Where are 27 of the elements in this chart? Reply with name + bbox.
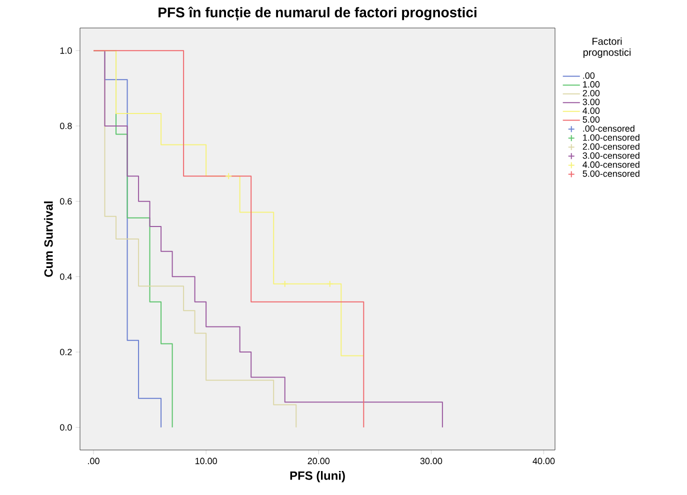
legend-label: 3.00-censored — [582, 152, 640, 159]
y-axis-title: Cum Survival — [44, 202, 53, 277]
legend-label: .00-censored — [583, 125, 634, 132]
y-tick-label: 0.2 — [60, 348, 72, 356]
x-axis-title: PFS (luni) — [290, 471, 345, 482]
x-tick-label: 30.00 — [420, 458, 442, 464]
x-tick-label: 10.00 — [196, 458, 217, 464]
legend-label: 1.00-censored — [583, 134, 640, 141]
x-tick-label: 20.00 — [308, 458, 330, 464]
y-tick-label: 0.0 — [60, 424, 72, 431]
y-tick-label: 0.8 — [60, 122, 72, 130]
legend-label: 1.00 — [583, 81, 600, 88]
legend-label: 3.00 — [582, 98, 600, 106]
legend-label: 4.00 — [582, 108, 600, 114]
y-tick-label: 0.4 — [60, 273, 72, 280]
legend-label: 2.00 — [582, 90, 600, 96]
x-tick-label: 40.00 — [532, 458, 555, 464]
legend-label: 5.00 — [582, 116, 600, 123]
y-tick-label: 1.0 — [60, 47, 72, 54]
legend-label: 4.00-censored — [582, 161, 640, 168]
legend-label: .00 — [583, 72, 595, 79]
y-tick-label: 0.6 — [60, 198, 72, 205]
legend-label: 2.00-censored — [582, 143, 640, 150]
x-tick-label: .00 — [88, 458, 100, 464]
legend-title: Factori prognostici — [583, 38, 631, 58]
legend-label: 5.00-censored — [582, 170, 640, 177]
chart-title: PFS în funcție de numarul de factori prognostici — [158, 6, 476, 20]
